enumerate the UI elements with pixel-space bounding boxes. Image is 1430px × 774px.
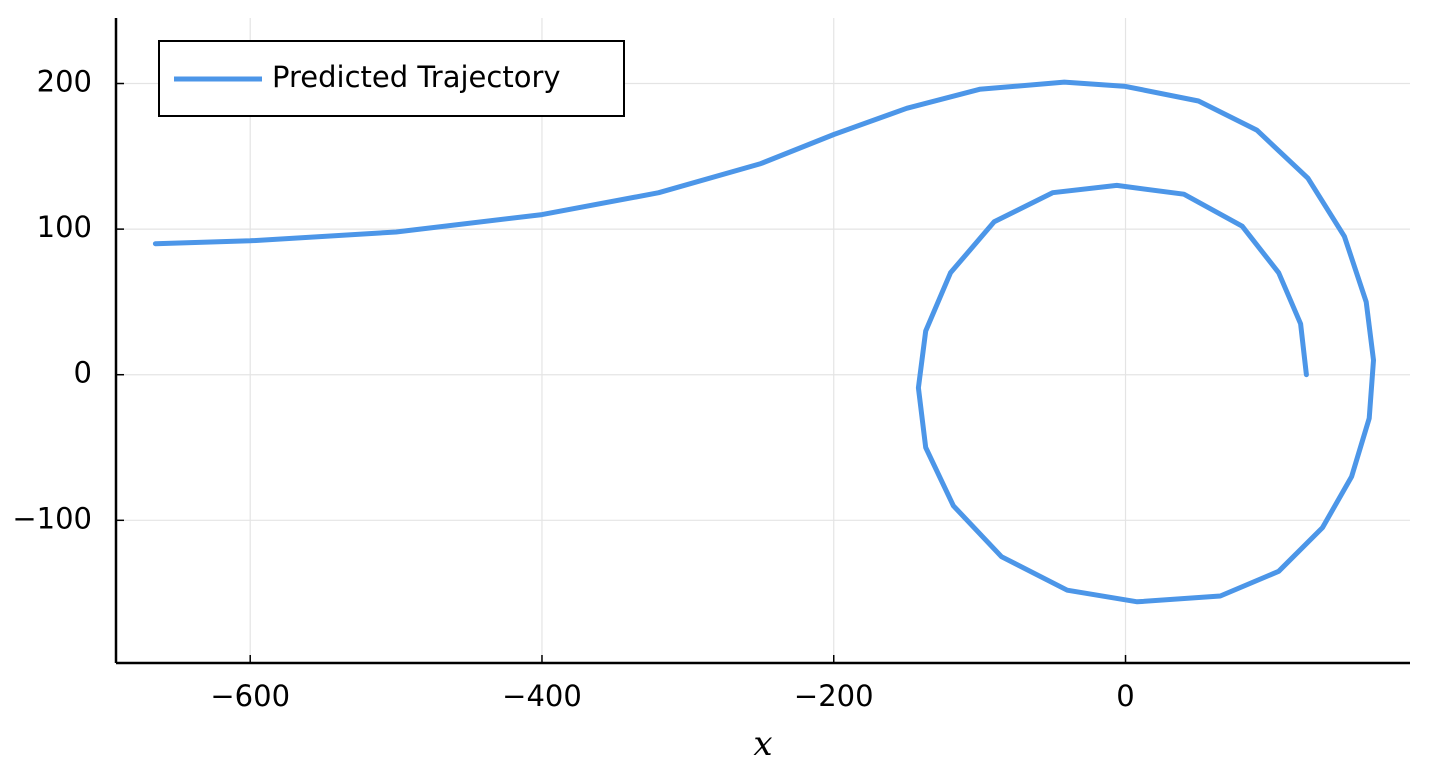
trajectory-line bbox=[152, 79, 1376, 605]
legend-box bbox=[158, 40, 625, 117]
y-tick-label: −100 bbox=[12, 501, 92, 535]
y-tick-label: 100 bbox=[37, 210, 92, 244]
x-tick-label: −200 bbox=[794, 679, 874, 713]
legend-label: Predicted Trajectory bbox=[272, 60, 561, 94]
y-tick-label: 0 bbox=[74, 356, 92, 390]
y-tick-label: 200 bbox=[37, 65, 92, 99]
x-tick-label: −600 bbox=[210, 679, 290, 713]
x-axis-label: x bbox=[753, 724, 772, 764]
x-tick-label: 0 bbox=[1116, 679, 1134, 713]
x-tick-label: −400 bbox=[502, 679, 582, 713]
